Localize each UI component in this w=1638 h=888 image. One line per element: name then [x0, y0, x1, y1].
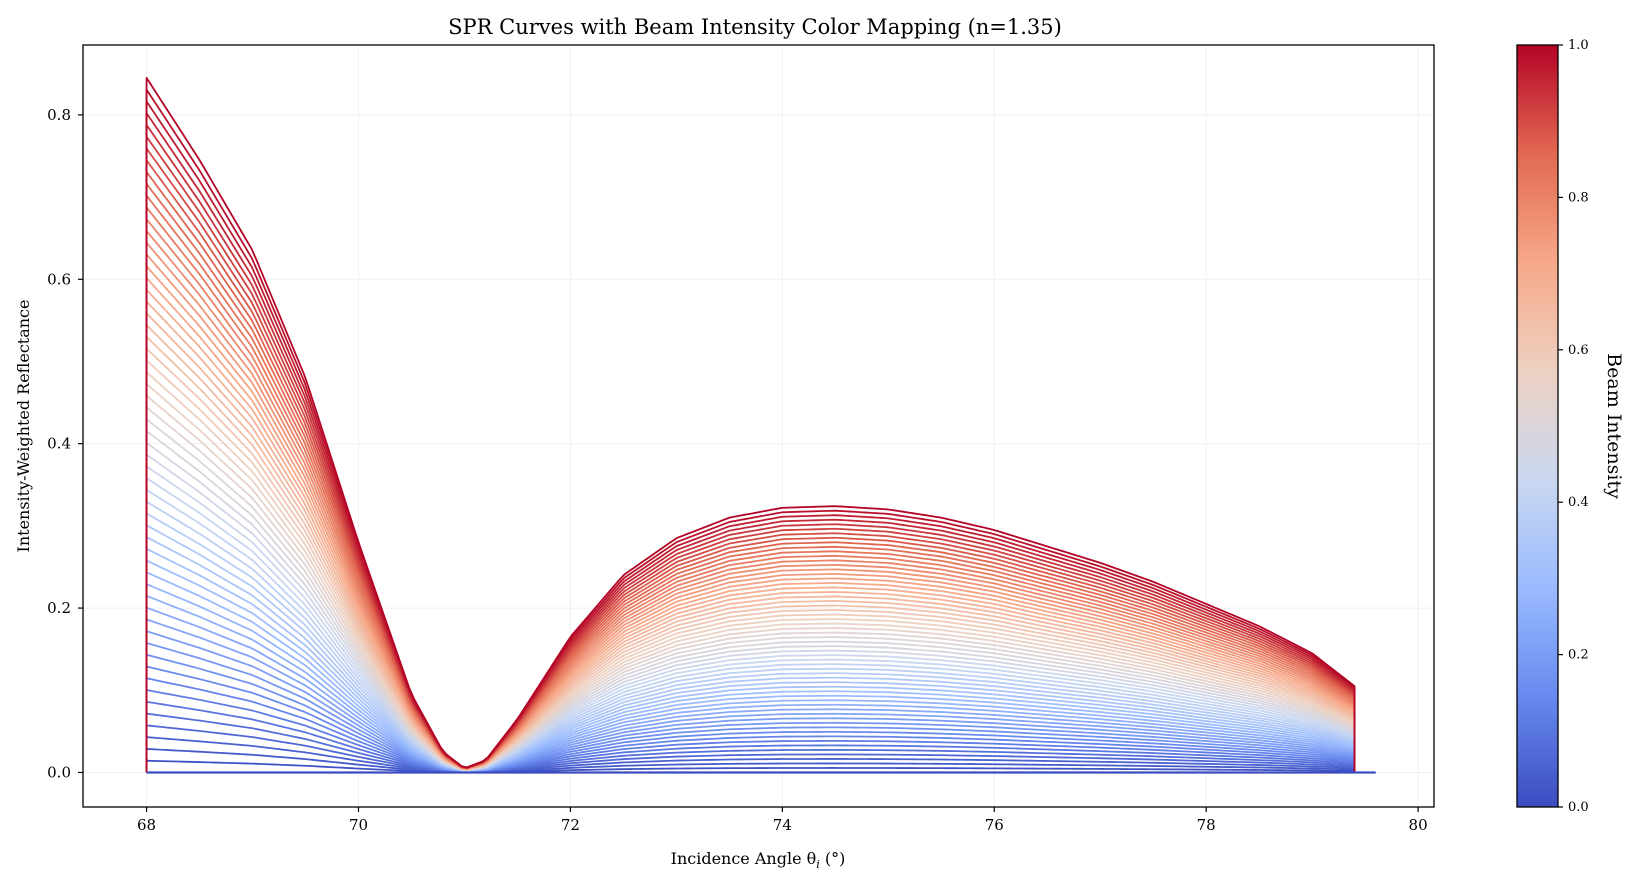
spr-curve-line [145, 112, 1356, 773]
spr-curve-line [145, 759, 1356, 774]
spr-curve-line [145, 453, 1356, 773]
colorbar-tick-label: 0.0 [1568, 800, 1589, 815]
spr-curve-line [145, 441, 1356, 773]
spr-curve-line [145, 383, 1356, 773]
spr-curve-line [145, 147, 1356, 773]
spr-curve-line [145, 418, 1356, 773]
spr-curve-line [145, 347, 1356, 773]
y-axis-label: Intensity-Weighted Reflectance [14, 300, 33, 553]
spr-curve-line [145, 536, 1356, 773]
colorbar-tick-label: 1.0 [1568, 38, 1589, 53]
x-tick-label: 70 [349, 816, 368, 834]
colorbar-tick-label: 0.8 [1568, 190, 1589, 205]
spr-curve-line [145, 194, 1356, 773]
spr-curve-line [145, 571, 1356, 773]
spr-curve-line [145, 324, 1356, 773]
spr-curve-line [145, 277, 1356, 773]
spr-curve-line [145, 630, 1356, 773]
spr-curve-line [145, 88, 1356, 773]
y-tick-label: 0.2 [47, 599, 71, 617]
colorbar-tick-label: 0.6 [1568, 343, 1589, 358]
colorbar [1516, 44, 1559, 808]
spr-curve-line [145, 689, 1356, 773]
spr-curve-line [145, 171, 1356, 773]
x-axis-ticks: 68 70 72 74 76 78 80 [137, 807, 1428, 834]
spr-curve-line [145, 335, 1356, 773]
spr-curve-line [145, 618, 1356, 773]
x-tick-label: 78 [1197, 816, 1216, 834]
spr-curve-line [145, 206, 1356, 773]
spr-curve-line [145, 300, 1356, 773]
spr-curve-line [145, 100, 1356, 773]
x-tick-label: 72 [561, 816, 580, 834]
y-axis-ticks: 0.0 0.2 0.4 0.6 0.8 [47, 106, 83, 781]
spr-curve-line [145, 406, 1356, 773]
spr-curve-line [145, 218, 1356, 773]
spr-curve-line [145, 124, 1356, 773]
y-tick-label: 0.8 [47, 106, 71, 124]
spr-curves [145, 76, 1376, 774]
plot-frame [82, 44, 1435, 808]
spr-curve-line [145, 465, 1356, 773]
chart-title: SPR Curves with Beam Intensity Color Map… [448, 15, 1062, 39]
spr-curve-line [145, 547, 1356, 773]
spr-curve-line [145, 606, 1356, 773]
y-tick-label: 0.4 [47, 435, 71, 453]
x-axis-label: Incidence Angle θi (°) [671, 849, 846, 871]
spr-curve-line [145, 265, 1356, 773]
spr-curve-line [145, 524, 1356, 773]
spr-curve-line [145, 700, 1356, 773]
spr-curve-line [145, 559, 1356, 773]
spr-curve-line [145, 241, 1356, 773]
spr-curve-line [145, 512, 1356, 773]
spr-curve-line [145, 724, 1356, 774]
spr-curve-line [145, 230, 1356, 773]
spr-curve-line [145, 288, 1356, 773]
spr-curve-line [145, 489, 1356, 773]
spr-curve-line [145, 359, 1356, 773]
spr-curve-line [145, 665, 1356, 773]
spr-curve-line [145, 642, 1356, 773]
colorbar-tick-label: 0.4 [1568, 495, 1589, 510]
spr-curve-line [145, 430, 1356, 773]
spr-curve-line [145, 394, 1356, 773]
x-tick-label: 80 [1409, 816, 1428, 834]
spr-curve-line [145, 477, 1356, 773]
spr-curve-line [145, 182, 1356, 773]
x-tick-label: 68 [137, 816, 156, 834]
x-axis-label-unit: (°) [820, 849, 846, 868]
spr-curve-line [145, 371, 1356, 773]
spr-curve-line [145, 736, 1356, 774]
spr-curve-line [145, 135, 1356, 773]
x-axis-label-main: Incidence Angle θ [671, 849, 817, 868]
x-axis-label-subscript: i [816, 858, 820, 871]
spr-curve-line [145, 712, 1356, 773]
spr-curve-line [145, 500, 1356, 773]
y-tick-label: 0.6 [47, 270, 71, 288]
colorbar-tick-label: 0.2 [1568, 648, 1589, 663]
spr-curve-line [145, 653, 1356, 773]
spr-curve-line [145, 76, 1356, 773]
y-tick-label: 0.0 [47, 763, 71, 781]
spr-curve-line [145, 312, 1356, 773]
colorbar-ticks: 0.0 0.2 0.4 0.6 0.8 1.0 [1558, 38, 1589, 815]
spr-curve-line [145, 594, 1356, 773]
spr-curve-line [145, 253, 1356, 773]
x-tick-label: 76 [985, 816, 1004, 834]
spr-curve-line [145, 583, 1356, 773]
x-tick-label: 74 [773, 816, 792, 834]
spr-curve-line [145, 677, 1356, 773]
spr-curve-line [145, 159, 1356, 773]
colorbar-label: Beam Intensity [1603, 353, 1625, 499]
spr-curve-line [145, 748, 1356, 774]
